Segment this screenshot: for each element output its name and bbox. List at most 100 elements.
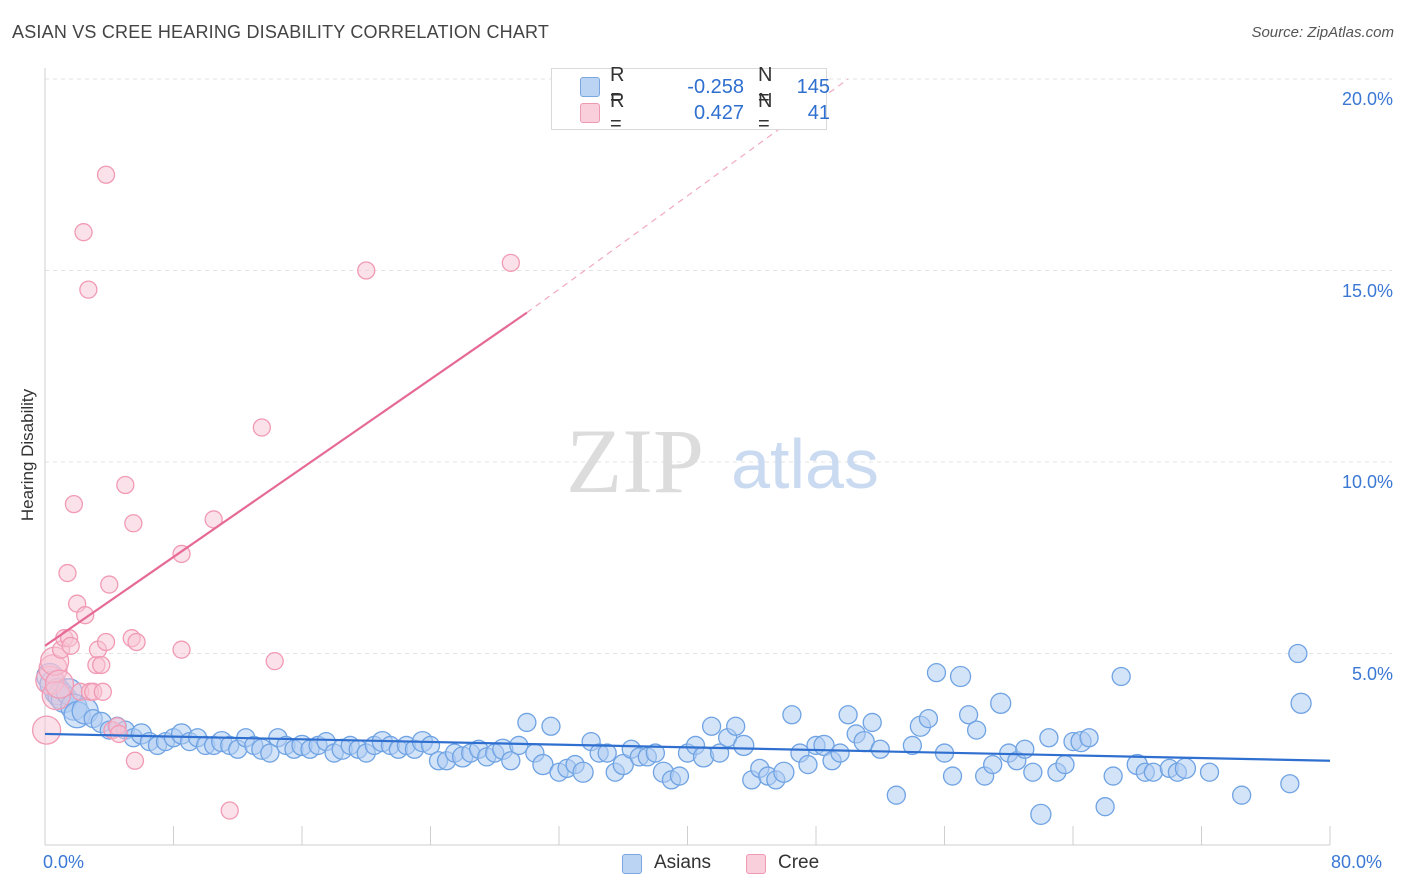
- watermark: ZIP atlas: [566, 410, 879, 512]
- data-point-cree: [125, 751, 145, 770]
- data-point-asians: [726, 716, 746, 736]
- axes: [44, 68, 1331, 846]
- data-point-asians: [1055, 754, 1075, 775]
- chart-title: ASIAN VS CREE HEARING DISABILITY CORRELA…: [12, 22, 550, 42]
- data-point-cree: [58, 563, 77, 583]
- y-tick-label: 10.0%: [1341, 472, 1393, 492]
- watermark-zip: ZIP: [566, 410, 704, 512]
- data-point-cree: [96, 632, 116, 652]
- data-point-asians: [1023, 762, 1043, 782]
- x-tick-max: 80.0%: [1331, 852, 1383, 872]
- chart-source: Source: ZipAtlas.com: [1251, 24, 1394, 41]
- data-point-asians: [949, 665, 972, 688]
- y-tick-label: 15.0%: [1341, 280, 1393, 301]
- data-point-asians: [1199, 762, 1220, 782]
- data-point-cree: [93, 682, 112, 701]
- data-point-asians: [798, 754, 818, 775]
- data-point-cree: [109, 724, 129, 744]
- data-point-asians: [597, 743, 617, 763]
- bottom-legend-swatch-asians: [622, 854, 642, 874]
- data-point-asians: [773, 761, 795, 783]
- data-point-cree: [127, 632, 146, 652]
- data-point-asians: [926, 663, 947, 683]
- data-point-cree: [220, 801, 239, 820]
- data-point-asians: [1280, 774, 1300, 794]
- data-point-cree: [74, 223, 93, 242]
- data-point-asians: [532, 753, 554, 776]
- legend-n-value-asians: 145: [796, 75, 830, 98]
- data-point-asians: [942, 766, 963, 786]
- data-point-asians: [870, 739, 890, 759]
- data-point-cree: [96, 165, 116, 184]
- y-axis-label: Hearing Disability: [18, 388, 37, 522]
- data-point-asians: [782, 705, 802, 725]
- data-point-asians: [990, 692, 1012, 714]
- data-point-asians: [733, 734, 755, 757]
- data-point-asians: [1174, 757, 1197, 780]
- data-point-asians: [501, 751, 521, 771]
- data-point-asians: [830, 743, 850, 763]
- data-point-asians: [966, 720, 987, 740]
- stats-legend: R = -0.258 N = 145 R = 0.427 N = 41: [551, 64, 830, 135]
- legend-r-value-asians: -0.258: [687, 75, 744, 98]
- data-point-asians: [1232, 785, 1252, 805]
- legend-r-value-cree: 0.427: [693, 101, 744, 124]
- data-point-asians: [1288, 643, 1308, 664]
- data-point-asians: [1095, 797, 1115, 817]
- gridlines: [45, 78, 1392, 654]
- data-point-asians: [701, 716, 722, 736]
- data-point-cree: [61, 636, 80, 655]
- data-point-cree: [501, 253, 520, 272]
- data-point-cree: [252, 418, 271, 437]
- data-point-cree: [76, 606, 95, 625]
- data-point-cree: [92, 655, 111, 675]
- data-point-cree: [100, 575, 119, 594]
- data-point-asians: [918, 708, 939, 729]
- data-point-asians: [260, 743, 280, 763]
- legend-n-value-cree: 41: [807, 101, 830, 124]
- data-point-asians: [1039, 728, 1059, 748]
- watermark-atlas: atlas: [731, 425, 879, 503]
- data-point-asians: [902, 735, 923, 756]
- data-point-asians: [958, 705, 979, 725]
- bottom-legend-swatch-cree: [746, 854, 766, 874]
- data-point-asians: [1143, 762, 1163, 782]
- data-point-cree: [124, 514, 143, 533]
- y-tick-label: 5.0%: [1351, 663, 1393, 684]
- legend-n-label: N =: [758, 64, 773, 109]
- trend-line-cree: [44, 311, 528, 647]
- legend-swatch-asians: [580, 77, 600, 97]
- series-asians: [36, 643, 1312, 826]
- data-point-cree: [64, 494, 84, 514]
- y-tick-label: 20.0%: [1341, 89, 1393, 109]
- data-point-asians: [1111, 666, 1131, 687]
- data-point-asians: [838, 705, 858, 725]
- data-point-cree: [44, 669, 75, 699]
- x-tick-min: 0.0%: [43, 852, 85, 872]
- data-point-asians: [669, 766, 690, 786]
- legend-swatch-cree: [580, 103, 600, 123]
- data-point-cree: [265, 652, 284, 671]
- legend-r-label: R =: [610, 64, 625, 109]
- legend-r-label: R =: [610, 90, 625, 135]
- data-point-asians: [862, 712, 882, 733]
- data-point-asians: [517, 712, 537, 733]
- data-point-asians: [983, 754, 1003, 775]
- trend-line-asians: [44, 732, 1331, 762]
- bottom-legend-asians: Asians: [654, 852, 712, 873]
- data-point-cree: [357, 261, 376, 280]
- bottom-legend-cree: Cree: [778, 852, 820, 873]
- data-point-asians: [645, 743, 666, 763]
- data-point-asians: [1290, 692, 1312, 714]
- data-point-cree: [172, 640, 191, 659]
- data-point-asians: [1030, 803, 1052, 826]
- data-point-asians: [572, 761, 594, 783]
- data-point-cree: [31, 715, 62, 745]
- data-point-asians: [509, 735, 529, 756]
- legend-n-label: N =: [758, 90, 773, 135]
- data-point-asians: [1103, 766, 1123, 786]
- series-cree: [31, 165, 520, 820]
- data-point-cree: [116, 475, 135, 495]
- data-point-asians: [541, 716, 561, 736]
